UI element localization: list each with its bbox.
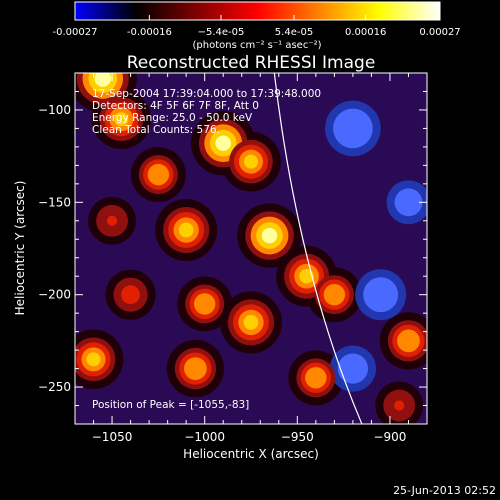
y-axis-title: Heliocentric Y (arcsec) xyxy=(13,181,27,316)
y-axis-ticks: −100 −150 −200 −250 xyxy=(38,90,427,407)
annotation-detectors: Detectors: 4F 5F 6F 7F 8F, Att 0 xyxy=(92,100,259,112)
chart-title: Reconstructed RHESSI Image xyxy=(127,53,376,73)
source-blob xyxy=(328,288,341,301)
plot-frame xyxy=(74,72,428,425)
x-tick-label: −950 xyxy=(281,430,314,444)
solar-limb-line xyxy=(273,73,363,424)
colorbar-tick-label: 0.00016 xyxy=(345,27,386,38)
colorbar-tick-label: −5.4e-05 xyxy=(198,27,245,38)
colorbar-tick-label: 0.00027 xyxy=(419,27,460,38)
source-blob xyxy=(106,215,118,226)
x-tick-label: −900 xyxy=(373,430,406,444)
x-axis-ticks: −1050 −1000 −950 −900 xyxy=(92,73,428,444)
source-blob xyxy=(94,73,112,87)
colorbar-ticks: -0.00027 -0.00016 −5.4e-05 5.4e-05 0.00016 0.… xyxy=(53,15,461,38)
source-blob xyxy=(244,154,258,169)
x-tick-label: −1000 xyxy=(184,430,225,444)
x-tick-label: −1050 xyxy=(92,430,133,444)
annotation-time-range: 17-Sep-2004 17:39:04.000 to 17:39:48.000 xyxy=(92,88,321,100)
source-blob xyxy=(299,269,314,284)
colorbar xyxy=(74,1,441,21)
source-blob xyxy=(188,361,203,376)
y-tick-label: −200 xyxy=(38,288,71,302)
source-blob xyxy=(309,371,323,385)
source-blob xyxy=(198,297,211,311)
source-blob xyxy=(152,168,165,181)
source-blob xyxy=(114,112,129,127)
source-blob xyxy=(86,352,101,367)
x-axis-title: Heliocentric X (arcsec) xyxy=(183,447,319,461)
negative-region-core xyxy=(337,353,369,384)
source-blob xyxy=(215,135,231,151)
y-tick-label: −150 xyxy=(38,195,71,209)
source-blob xyxy=(178,222,194,238)
colorbar-tick-label: -0.00027 xyxy=(53,27,98,38)
footer-timestamp: 25-Jun-2013 02:52 xyxy=(393,484,496,497)
y-tick-label: −100 xyxy=(38,103,71,117)
colorbar-unit-label: (photons cm⁻² s⁻¹ asec⁻²) xyxy=(192,40,321,51)
negative-region-core xyxy=(333,108,373,149)
source-blob xyxy=(243,315,259,330)
source-blob xyxy=(394,400,405,411)
colorbar-tick-label: -0.00016 xyxy=(127,27,172,38)
annotation-clean-counts: Clean Total Counts: 576. xyxy=(92,124,220,136)
annotation-peak-position: Position of Peak = [-1055,-83] xyxy=(92,399,249,411)
heatmap-image xyxy=(75,73,427,424)
negative-region-core xyxy=(394,188,423,217)
y-tick-label: −250 xyxy=(38,380,71,394)
negative-region-core xyxy=(363,277,399,313)
colorbar-tick-label: 5.4e-05 xyxy=(275,27,313,38)
source-blob xyxy=(125,289,137,301)
source-blob xyxy=(261,227,278,244)
source-blob xyxy=(401,334,416,348)
annotation-energy-range: Energy Range: 25.0 - 50.0 keV xyxy=(92,112,253,124)
